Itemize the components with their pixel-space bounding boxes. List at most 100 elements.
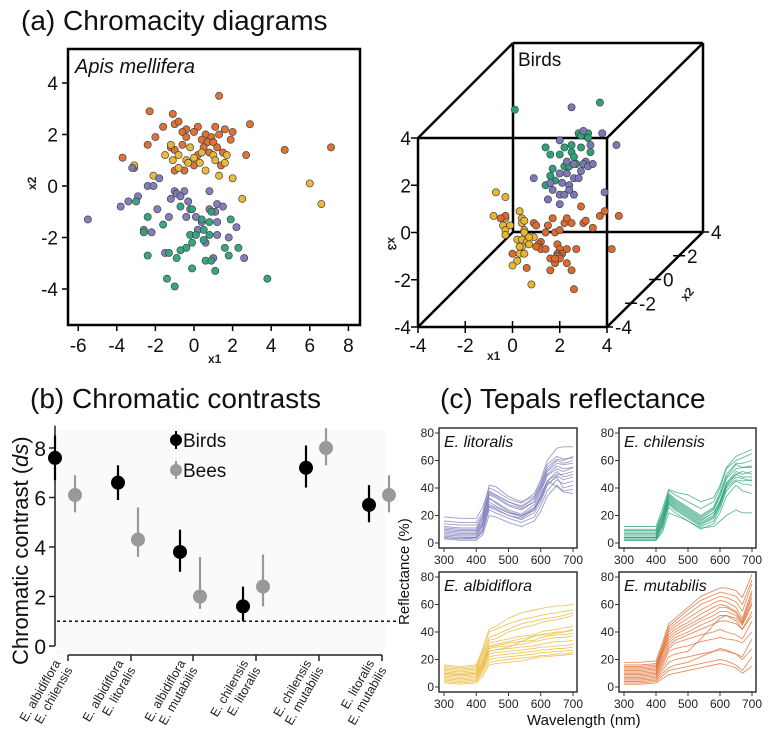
data-point [532,242,541,251]
z-tick-label: -2 [639,294,656,315]
legend-label-bees: Bees [183,461,226,482]
spectrum-line [624,604,753,674]
data-point [197,148,206,157]
x-tick-label: 300 [434,697,454,711]
y-axis-label: Chromatic contrast (ds) [8,436,33,665]
spectrum-line [624,656,753,684]
x-tick-label: 400 [646,553,666,567]
y-tick-label: 0 [427,680,434,694]
data-point [614,212,623,220]
data-point [562,245,571,253]
data-point [569,190,578,199]
panel-b-title: (b) Chromatic contrasts [30,383,321,414]
data-point [215,91,224,100]
data-point [178,140,187,149]
data-point [159,122,168,131]
data-point [305,179,314,188]
data-point [220,243,229,252]
data-point [489,212,498,220]
spectrum-line [443,462,574,532]
data-point [532,221,541,230]
y-tick-label: 80 [601,426,615,440]
spectrum-line [624,579,753,666]
plot-background [55,430,385,655]
data-point [132,197,141,206]
x-tick-label: 500 [498,553,518,567]
data-point [595,98,604,107]
data-point [546,266,555,275]
data-point [558,178,567,187]
data-point [541,143,550,152]
x-tick-label: -2 [147,336,164,357]
spectrum-line [443,628,574,676]
y-tick-label: 40 [421,481,435,495]
box-edge [417,42,514,139]
data-point [555,226,564,235]
spectrum-line [624,593,753,670]
data-point [529,174,538,183]
data-point [188,264,197,273]
data-point [607,245,616,253]
data-point [139,228,148,237]
data-point [527,280,536,289]
data-point [588,160,597,168]
spectrum-line [443,484,574,541]
y-tick-label: 20 [421,653,435,667]
panel-c-title: (c) Tepals reflectance [440,383,706,414]
x-tick-label: 4 [266,336,277,357]
spectrum-line [624,583,753,667]
x-tick-label: 300 [434,553,454,567]
y-tick-label: 0 [607,536,614,550]
data-point [562,157,571,166]
data-point [48,450,62,465]
data-point [215,130,224,139]
data-point [220,125,229,134]
x-axis-label: x1 [208,352,222,366]
x-tick-label: 700 [742,697,762,711]
spectrum-line [624,473,752,534]
y-axis-label-italic: ds [8,444,33,467]
plot-title: Birds [518,50,561,71]
data-point [195,158,204,167]
spectrum-line [443,604,574,667]
series-bees [68,428,396,609]
spectrum-line [443,476,574,540]
y-tick-label: 2 [400,176,411,197]
data-point [508,249,517,258]
data-point [520,249,529,258]
spectrum-line [624,460,753,533]
data-point [232,223,241,232]
data-point [218,202,227,211]
data-point [567,266,576,275]
data-point [149,182,158,190]
data-point [515,242,524,251]
data-point [151,133,160,142]
spectrum-line [624,453,753,530]
data-point [515,207,524,216]
x-tick-label: 400 [466,553,486,567]
data-point [207,207,216,216]
data-point [184,197,193,206]
data-point [546,171,555,180]
data-point [226,135,235,144]
box-edge [606,42,704,139]
data-point [598,129,607,138]
data-point [508,261,517,270]
x-tick-label: 500 [678,697,698,711]
x-tick-label: 600 [710,697,730,711]
data-point [612,141,621,150]
data-point [577,143,585,152]
spectrum-line [624,620,753,677]
x-tick-label: 600 [710,553,730,567]
y-tick-label: -4 [394,318,411,339]
data-point [236,599,250,614]
data-point [163,274,171,283]
data-point [182,133,191,142]
y-tick-label: -2 [394,271,411,292]
data-point [191,230,200,239]
data-point [572,245,581,253]
y-tick-label: 20 [421,509,435,523]
spectrum-line [443,471,574,537]
